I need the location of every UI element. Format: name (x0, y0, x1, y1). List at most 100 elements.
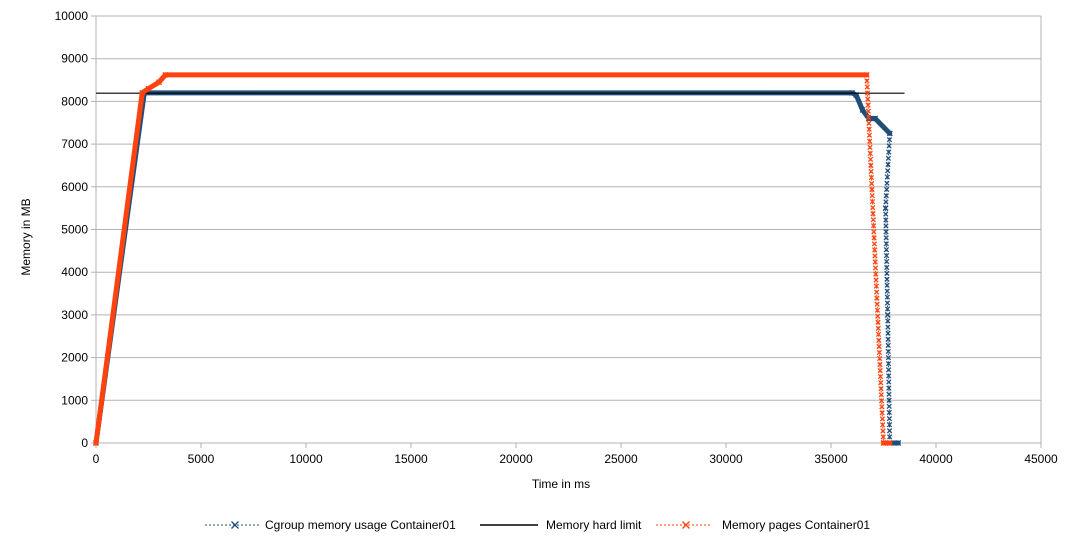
legend-label: Cgroup memory usage Container01 (265, 518, 456, 532)
series-0-marker (886, 385, 892, 391)
series-2-marker (871, 229, 877, 235)
series-2-marker (869, 198, 876, 205)
series-0-marker (884, 276, 890, 282)
series-0-marker (885, 348, 891, 355)
series-2-marker (868, 174, 875, 181)
x-tick-label: 10000 (289, 452, 323, 466)
series-2-marker-stroke-b (873, 283, 879, 289)
series-0-marker (883, 247, 890, 253)
series-2-marker (876, 355, 883, 362)
series-2-marker (877, 361, 883, 368)
series-2-marker-stroke-b (878, 386, 884, 392)
series-0-marker-stroke-b (886, 391, 892, 397)
series-2-marker (879, 416, 886, 422)
series-0-marker (886, 403, 892, 410)
series-2-marker-stroke-b (872, 247, 878, 253)
series-0-marker-stroke-b (884, 300, 891, 306)
series-2-marker (877, 367, 883, 374)
series-2-point (886, 440, 893, 446)
series-0-marker-stroke-b (886, 143, 892, 149)
series-2-marker-stroke-b (876, 337, 882, 344)
series-0-marker (886, 428, 893, 434)
series-0-dotted-line (95, 92, 899, 444)
series-2 (93, 71, 893, 446)
series-0-marker (883, 186, 890, 193)
series-2-marker (870, 205, 876, 211)
series-0-marker (886, 422, 893, 428)
series-2-point-stroke-b (880, 440, 887, 446)
y-tick-label: 8000 (61, 94, 88, 108)
series-2-marker (876, 343, 882, 350)
series-0-marker (885, 342, 891, 349)
series-2-point-stroke-b (139, 89, 146, 96)
series-2-marker-stroke-b (864, 90, 871, 96)
series-2-marker-stroke-b (869, 186, 875, 193)
y-tick-label: 5000 (61, 223, 88, 237)
legend-swatch-marker-stroke-b (231, 521, 239, 529)
legend-item-0: Cgroup memory usage Container01 (205, 518, 456, 532)
y-axis-title: Memory in MB (19, 198, 33, 275)
series-2-marker (870, 217, 876, 223)
series-0-marker-stroke-b (885, 348, 891, 355)
series-2-dense-band (93, 90, 145, 446)
y-tick-label: 4000 (61, 265, 88, 279)
series-0-marker (884, 180, 890, 186)
series-2-marker-stroke-b (878, 380, 884, 386)
series-2-marker (864, 90, 871, 96)
series-2-point (162, 71, 169, 78)
series-0-marker (883, 211, 889, 217)
series-2-marker-stroke-b (880, 428, 886, 434)
series-2-marker-stroke-b (870, 211, 876, 217)
series-2-marker-stroke-b (864, 84, 870, 90)
series-2-marker-stroke-b (865, 96, 871, 102)
series-2-marker-stroke-b (877, 367, 883, 374)
series-0-marker (883, 229, 889, 235)
series-0-marker-stroke-b (885, 367, 892, 373)
series-2-marker-stroke-b (870, 217, 876, 223)
series-2-marker (876, 349, 883, 356)
series-2-marker (867, 144, 873, 150)
series-2-marker (874, 301, 880, 307)
series-2-marker (869, 186, 875, 193)
series-0-marker (886, 143, 892, 149)
series-2-marker (865, 114, 872, 120)
y-tick-label: 0 (81, 436, 88, 450)
series-2-marker-stroke-b (876, 349, 883, 356)
series-2-marker-stroke-b (880, 434, 886, 440)
series-0-marker (885, 336, 891, 342)
series-0-marker-stroke-b (883, 258, 890, 265)
series-0-marker (883, 199, 889, 205)
series-0-marker (884, 306, 891, 312)
series-0-marker (883, 223, 889, 229)
series-0-marker-stroke-b (886, 415, 893, 422)
series-0-point (884, 311, 891, 318)
series-0-marker-stroke-b (883, 199, 889, 205)
series-2-marker-stroke-b (879, 416, 886, 422)
series-2-marker-stroke-b (876, 343, 882, 350)
series-2-marker-stroke-b (880, 422, 886, 428)
series-2-marker-stroke-b (866, 132, 873, 138)
series-0-marker (886, 149, 892, 155)
series-0-point-stroke-b (865, 115, 872, 122)
series-2-marker (865, 96, 871, 102)
series-2-point-stroke-b (886, 440, 893, 446)
series-2-marker-stroke-b (879, 404, 885, 410)
grid (96, 15, 1041, 401)
series-2-marker-stroke-b (865, 102, 871, 108)
series-0-point-stroke-b (884, 311, 891, 318)
y-tick-label: 9000 (61, 52, 88, 66)
series-0-marker-stroke-b (885, 324, 891, 330)
legend-label: Memory pages Container01 (722, 518, 870, 532)
series-2-marker-stroke-b (874, 295, 880, 301)
series-0-marker-stroke-b (884, 282, 890, 288)
series-2-point (863, 71, 870, 78)
series-0-point-stroke-b (872, 115, 879, 122)
series-0-marker-stroke-b (883, 229, 889, 235)
series-2-marker-stroke-b (865, 114, 872, 120)
series-2-marker (873, 271, 879, 277)
series-0-marker (884, 174, 891, 180)
series-2-marker-stroke-b (875, 331, 882, 338)
series-0-marker (883, 235, 889, 241)
series-0-marker-stroke-b (885, 318, 891, 324)
axes (91, 15, 1042, 448)
